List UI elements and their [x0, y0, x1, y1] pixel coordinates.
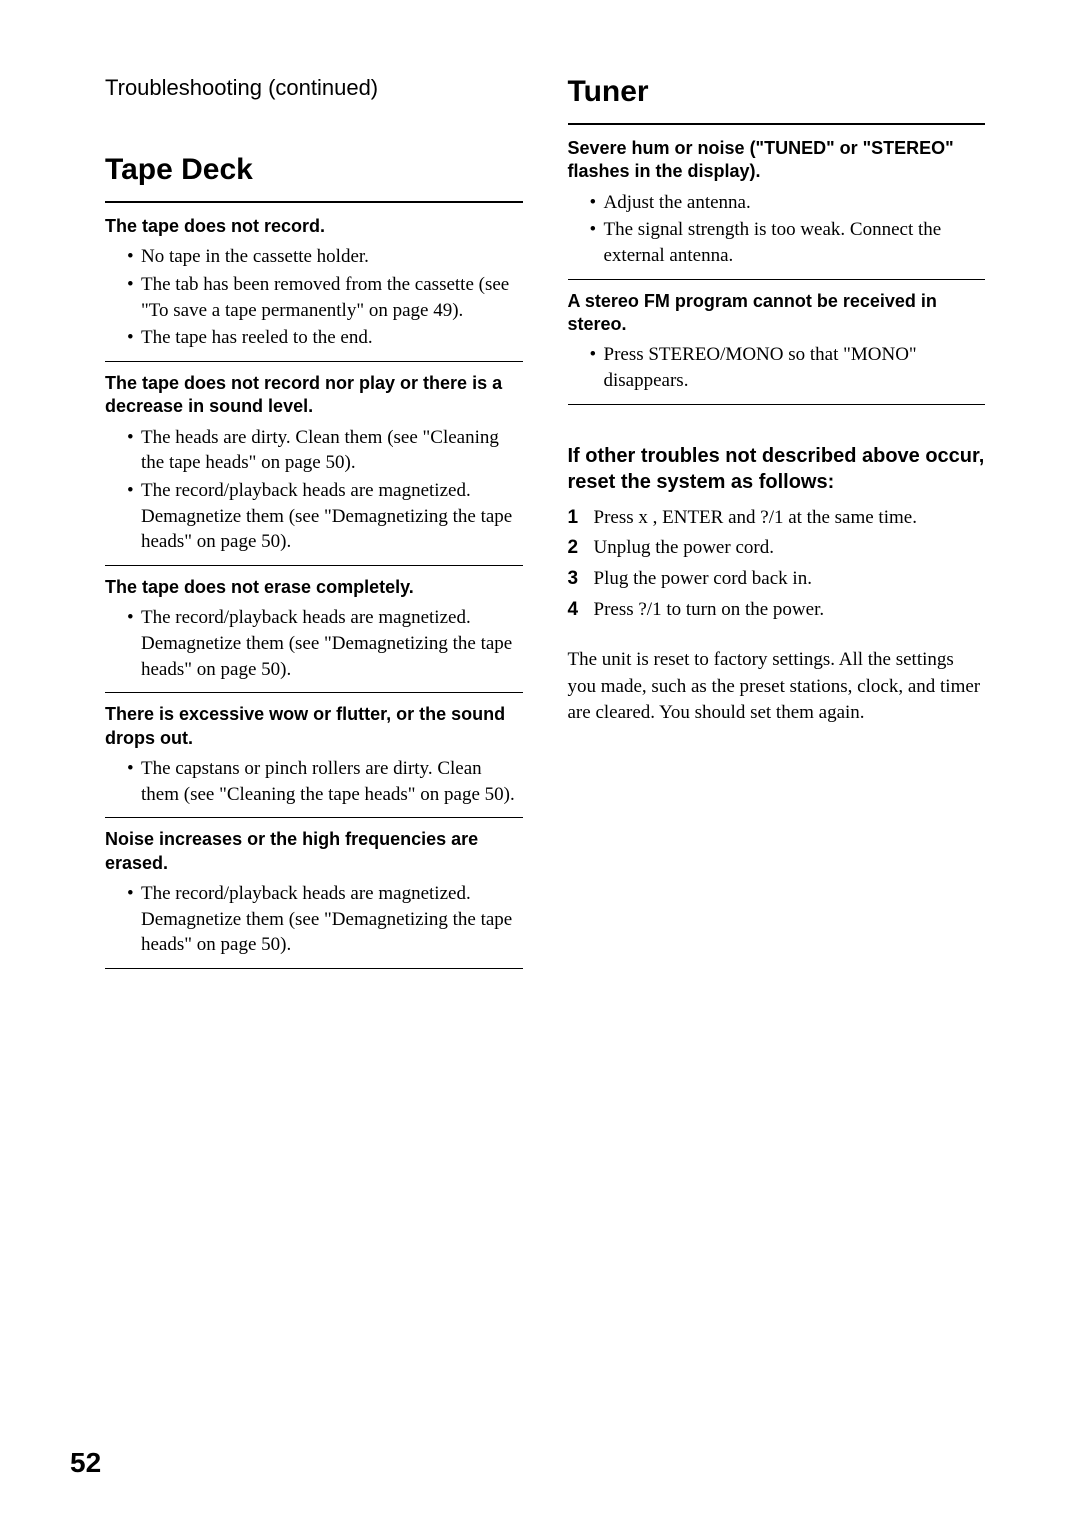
problem-title: The tape does not erase completely.	[105, 576, 523, 599]
thin-divider	[568, 404, 986, 405]
numbered-item: 1 Press x , ENTER and ?/1 at the same ti…	[568, 505, 986, 532]
thin-divider	[105, 692, 523, 693]
bullet-list: The capstans or pinch rollers are dirty.…	[105, 756, 523, 807]
problem-block: A stereo FM program cannot be received i…	[568, 290, 986, 394]
problem-title: Noise increases or the high frequencies …	[105, 828, 523, 875]
section-title-tuner: Tuner	[568, 75, 986, 109]
right-column: Tuner Severe hum or noise ("TUNED" or "S…	[568, 75, 986, 979]
numbered-item: 4 Press ?/1 to turn on the power.	[568, 597, 986, 624]
thin-divider	[105, 361, 523, 362]
bullet-item: The record/playback heads are magnetized…	[127, 478, 523, 555]
bullet-list: Adjust the antenna. The signal strength …	[568, 190, 986, 269]
step-number: 2	[568, 535, 584, 562]
step-number: 4	[568, 597, 584, 624]
step-text: Press x , ENTER and ?/1 at the same time…	[594, 505, 917, 532]
section-title-tape-deck: Tape Deck	[105, 153, 523, 187]
heavy-divider	[105, 201, 523, 203]
heavy-divider	[568, 123, 986, 125]
bullet-item: Press STEREO/MONO so that "MONO" disappe…	[590, 342, 986, 393]
problem-title: The tape does not record nor play or the…	[105, 372, 523, 419]
problem-title: The tape does not record.	[105, 215, 523, 238]
problem-block: The tape does not record nor play or the…	[105, 372, 523, 555]
continued-heading: Troubleshooting (continued)	[105, 75, 523, 101]
page-number: 52	[70, 1447, 101, 1479]
thin-divider	[105, 565, 523, 566]
bullet-item: Adjust the antenna.	[590, 190, 986, 216]
bullet-item: No tape in the cassette holder.	[127, 244, 523, 270]
bullet-item: The record/playback heads are magnetized…	[127, 881, 523, 958]
page-content: Troubleshooting (continued) Tape Deck Th…	[105, 75, 985, 979]
problem-title: Severe hum or noise ("TUNED" or "STEREO"…	[568, 137, 986, 184]
thin-divider	[105, 968, 523, 969]
problem-block: The tape does not erase completely. The …	[105, 576, 523, 682]
left-column: Troubleshooting (continued) Tape Deck Th…	[105, 75, 523, 979]
bullet-list: Press STEREO/MONO so that "MONO" disappe…	[568, 342, 986, 393]
problem-block: The tape does not record. No tape in the…	[105, 215, 523, 351]
step-text: Plug the power cord back in.	[594, 566, 812, 593]
numbered-item: 2 Unplug the power cord.	[568, 535, 986, 562]
bullet-item: The tape has reeled to the end.	[127, 325, 523, 351]
step-number: 3	[568, 566, 584, 593]
thin-divider	[105, 817, 523, 818]
body-text: The unit is reset to factory settings. A…	[568, 647, 986, 727]
step-text: Press ?/1 to turn on the power.	[594, 597, 825, 624]
bullet-item: The capstans or pinch rollers are dirty.…	[127, 756, 523, 807]
numbered-item: 3 Plug the power cord back in.	[568, 566, 986, 593]
bullet-item: The record/playback heads are magnetized…	[127, 605, 523, 682]
problem-block: There is excessive wow or flutter, or th…	[105, 703, 523, 807]
step-number: 1	[568, 505, 584, 532]
problem-block: Noise increases or the high frequencies …	[105, 828, 523, 958]
bullet-item: The signal strength is too weak. Connect…	[590, 217, 986, 268]
bullet-item: The tab has been removed from the casset…	[127, 272, 523, 323]
problem-title: There is excessive wow or flutter, or th…	[105, 703, 523, 750]
thin-divider	[568, 279, 986, 280]
numbered-list: 1 Press x , ENTER and ?/1 at the same ti…	[568, 505, 986, 623]
bullet-list: The record/playback heads are magnetized…	[105, 881, 523, 958]
bullet-item: The heads are dirty. Clean them (see "Cl…	[127, 425, 523, 476]
bullet-list: No tape in the cassette holder. The tab …	[105, 244, 523, 351]
problem-block: Severe hum or noise ("TUNED" or "STEREO"…	[568, 137, 986, 269]
step-text: Unplug the power cord.	[594, 535, 774, 562]
problem-title: A stereo FM program cannot be received i…	[568, 290, 986, 337]
bullet-list: The heads are dirty. Clean them (see "Cl…	[105, 425, 523, 555]
bullet-list: The record/playback heads are magnetized…	[105, 605, 523, 682]
subsection-title: If other troubles not described above oc…	[568, 443, 986, 495]
